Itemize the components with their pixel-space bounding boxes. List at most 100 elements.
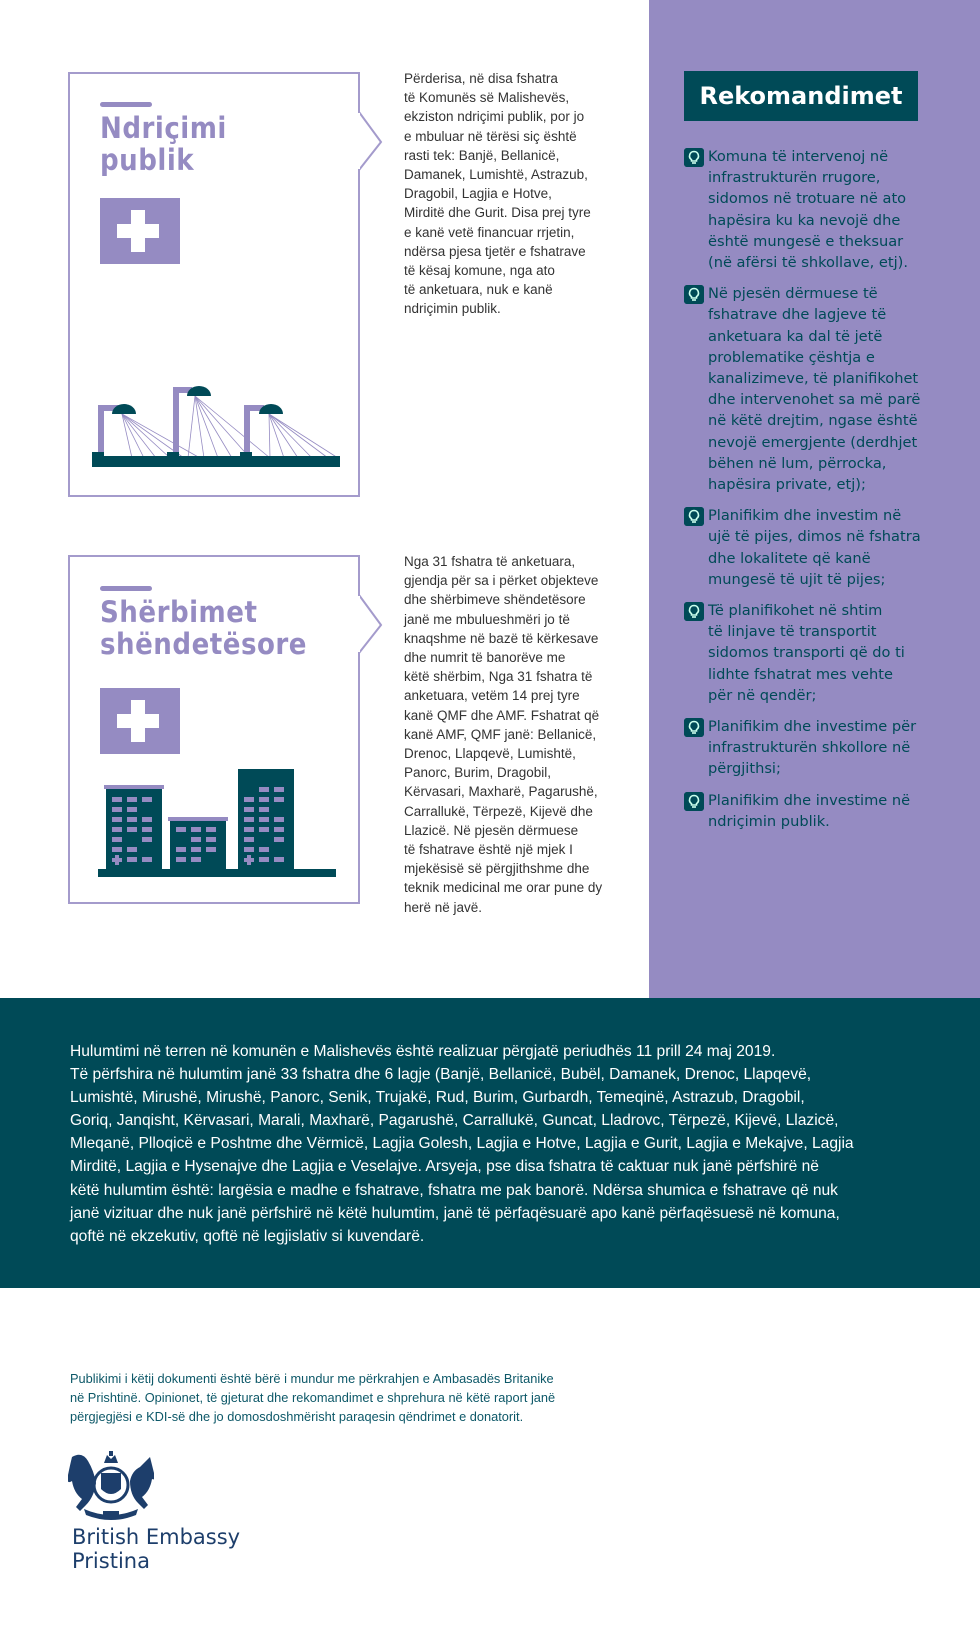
text-line: mungesë të ujit të pijes; bbox=[708, 570, 886, 588]
text-line: të Komunës së Malishevës, bbox=[404, 90, 570, 106]
text-line: Publikimi i këtij dokumenti është bërë i… bbox=[70, 1371, 554, 1386]
text-line: ndriçimin publik. bbox=[404, 301, 501, 317]
street-lamps-icon bbox=[92, 386, 340, 467]
lightbulb-icon bbox=[684, 791, 704, 811]
text-line: dhe numrit të banorëve me bbox=[404, 650, 566, 666]
text-line: Planifikim dhe investim në bbox=[708, 507, 902, 525]
text-line: janë vizituar dhe nuk janë përfshirë në … bbox=[70, 1204, 840, 1222]
text-line: infrastrukturën shkollore në bbox=[708, 739, 911, 757]
plus-icon bbox=[100, 198, 180, 264]
text-line: British Embassy bbox=[72, 1525, 241, 1549]
research-note-text: Hulumtimi në terren në komunën e Malishe… bbox=[70, 1040, 854, 1248]
text-line: hapësira private, etj); bbox=[708, 476, 866, 494]
royal-coat-of-arms-icon bbox=[68, 1451, 154, 1520]
text-line: të anketuara, nuk e kanë bbox=[404, 282, 553, 298]
text-line: mjekësisë së përgjithshme dhe bbox=[404, 861, 590, 877]
text-line: Carrallukë, Tërpezë, Kijevë dhe bbox=[404, 803, 593, 819]
text-line: përgjithsi; bbox=[708, 760, 781, 778]
text-line: ndërsa pjesa tjetër e fshatrave bbox=[404, 243, 586, 259]
text-line: nevojë emergjente (derdhjet bbox=[708, 433, 918, 451]
text-line: Dragobil, Lagjia e Hotve, bbox=[404, 186, 552, 202]
lightbulb-icon bbox=[684, 148, 704, 167]
text-line: sidomos transporti që do ti bbox=[708, 644, 905, 662]
text-line: gjendja për sa i përket objekteve bbox=[404, 573, 599, 589]
callout-arrow bbox=[356, 591, 383, 659]
lightbulb-icon bbox=[684, 718, 704, 738]
recommendations-list: Komuna të intervenoj në infrastrukturën r… bbox=[684, 146, 974, 842]
text-line: sidomos në trotuare në ato bbox=[708, 190, 907, 208]
text-line: lidhte fshatrat mes vehte bbox=[708, 665, 893, 683]
text-line: të fshatrave është një mjek I bbox=[404, 842, 573, 858]
text-line: Planifikim dhe investime për bbox=[708, 718, 917, 736]
text-line: Kërvasari, Maxharë, Pagarushë, bbox=[404, 784, 598, 800]
text-line: të linjave të transportit bbox=[708, 623, 877, 641]
text-line: Të planifikohet në shtim bbox=[708, 602, 883, 620]
plus-icon bbox=[100, 688, 180, 754]
text-line: e kanë vetë financuar rrjetin, bbox=[404, 224, 575, 240]
text-line: ekziston ndriçimi publik, por jo bbox=[404, 109, 585, 125]
title-line: publik bbox=[100, 143, 195, 177]
text-line: Nga 31 fshatra të anketuara, bbox=[404, 554, 576, 569]
text-line: teknik medicinal me orar pune dy bbox=[404, 880, 603, 896]
text-line: kanë QMF dhe AMF. Fshatrat që bbox=[404, 707, 600, 723]
recommendation-item: Komuna të intervenoj në infrastrukturën r… bbox=[684, 146, 974, 273]
recommendations-title: Rekomandimet bbox=[684, 71, 918, 121]
text-line: Në pjesën dërmuese të bbox=[708, 285, 878, 303]
recommendation-item: Të planifikohet në shtim të linjave të tr… bbox=[684, 600, 974, 706]
text-line: herë në javë. bbox=[404, 899, 483, 915]
text-line: anketuara, vetëm 14 prej tyre bbox=[404, 688, 580, 704]
text-line: këtë shërbim, Nga 31 fshatra të bbox=[404, 669, 593, 685]
health-card: Shërbimet shëndetësore bbox=[68, 555, 360, 904]
lighting-description: Përderisa, në disa fshatra të Komunës së… bbox=[404, 69, 634, 319]
text-line: e mbuluar në tërësi siç është bbox=[404, 128, 577, 144]
text-line: Hulumtimi në terren në komunën e Malishe… bbox=[70, 1043, 776, 1060]
text-line: Komuna të intervenoj në bbox=[708, 148, 889, 165]
research-note-band bbox=[0, 998, 980, 1288]
text-line: qoftë në ekzekutiv, qoftë në legjislativ… bbox=[70, 1227, 425, 1245]
text-line: kanalizimeve, të planifikohet bbox=[708, 370, 919, 388]
text-line: ujë të pijes, dimos në fshatra bbox=[708, 528, 921, 546]
text-line: problematike çështja e bbox=[708, 348, 875, 366]
recommendation-item: Planifikim dhe investim në ujë të pijes, … bbox=[684, 505, 974, 590]
lighting-title: Ndriçimi publik bbox=[100, 112, 227, 176]
text-line: knaqshme në bazë të kërkesave bbox=[404, 630, 599, 646]
text-line: Damanek, Lumishtë, Astrazub, bbox=[404, 167, 588, 183]
text-line: fshatrave dhe lagjeve të bbox=[708, 306, 887, 324]
text-line: hapësira ku ka nevojë dhe bbox=[708, 211, 901, 229]
text-line: dhe intervenohet sa më parë bbox=[708, 391, 921, 409]
text-line: është mungesë e theksuar bbox=[708, 232, 904, 250]
callout-arrow bbox=[356, 108, 383, 176]
text-line: infrastrukturën rrugore, bbox=[708, 169, 881, 187]
health-description: Nga 31 fshatra të anketuara, gjendja për… bbox=[404, 552, 634, 917]
text-line: Mleqanë, Plloqicë e Poshtme dhe Vërmicë,… bbox=[70, 1135, 854, 1153]
title-accent-bar bbox=[100, 586, 152, 591]
text-line: (në afërsi të shkollave, etj). bbox=[708, 254, 909, 272]
text-line: Llazicë. Në pjesën dërmuese bbox=[404, 822, 579, 838]
text-line: Pristina bbox=[72, 1549, 150, 1573]
text-line: dhe lokalitete që kanë bbox=[708, 549, 871, 567]
title-line: shëndetësore bbox=[100, 627, 307, 661]
buildings-icon bbox=[98, 769, 336, 877]
text-line: ndriçimin publik. bbox=[708, 812, 830, 830]
text-line: Planifikim dhe investime në bbox=[708, 791, 911, 809]
text-line: bëhen në lum, përrocka, bbox=[708, 454, 887, 472]
text-line: në këtë drejtim, ngase është bbox=[708, 412, 918, 430]
text-line: të kësaj komune, nga ato bbox=[404, 263, 555, 279]
text-line: rasti tek: Banjë, Bellanicë, bbox=[404, 147, 560, 163]
text-line: Të përfshira në hulumtim janë 33 fshatra… bbox=[70, 1066, 812, 1084]
health-title: Shërbimet shëndetësore bbox=[100, 596, 307, 660]
text-line: Mirditë, Lagjia e Hysenajve dhe Lagjia e… bbox=[70, 1158, 819, 1176]
text-line: përgjegjësi e KDI-së dhe jo domosdoshmër… bbox=[70, 1409, 524, 1424]
text-line: Përderisa, në disa fshatra bbox=[404, 71, 558, 86]
title-accent-bar bbox=[100, 102, 152, 107]
recommendations-panel bbox=[649, 0, 980, 998]
text-line: janë me mbulueshmëri jo të bbox=[404, 611, 570, 627]
british-embassy-logo-text: British Embassy Pristina bbox=[72, 1525, 240, 1573]
text-line: Drenoc, Llapqevë, Lumishtë, bbox=[404, 746, 576, 762]
title-line: Ndriçimi bbox=[100, 111, 227, 145]
funding-disclaimer: Publikimi i këtij dokumenti është bërë i… bbox=[70, 1369, 555, 1426]
lighting-card: Ndriçimi publik bbox=[68, 72, 360, 497]
text-line: dhe shërbimeve shëndetësore bbox=[404, 592, 586, 608]
text-line: Mirditë dhe Gurit. Disa prej tyre bbox=[404, 205, 591, 221]
recommendation-item: Planifikim dhe investime për infrastruktu… bbox=[684, 716, 974, 780]
